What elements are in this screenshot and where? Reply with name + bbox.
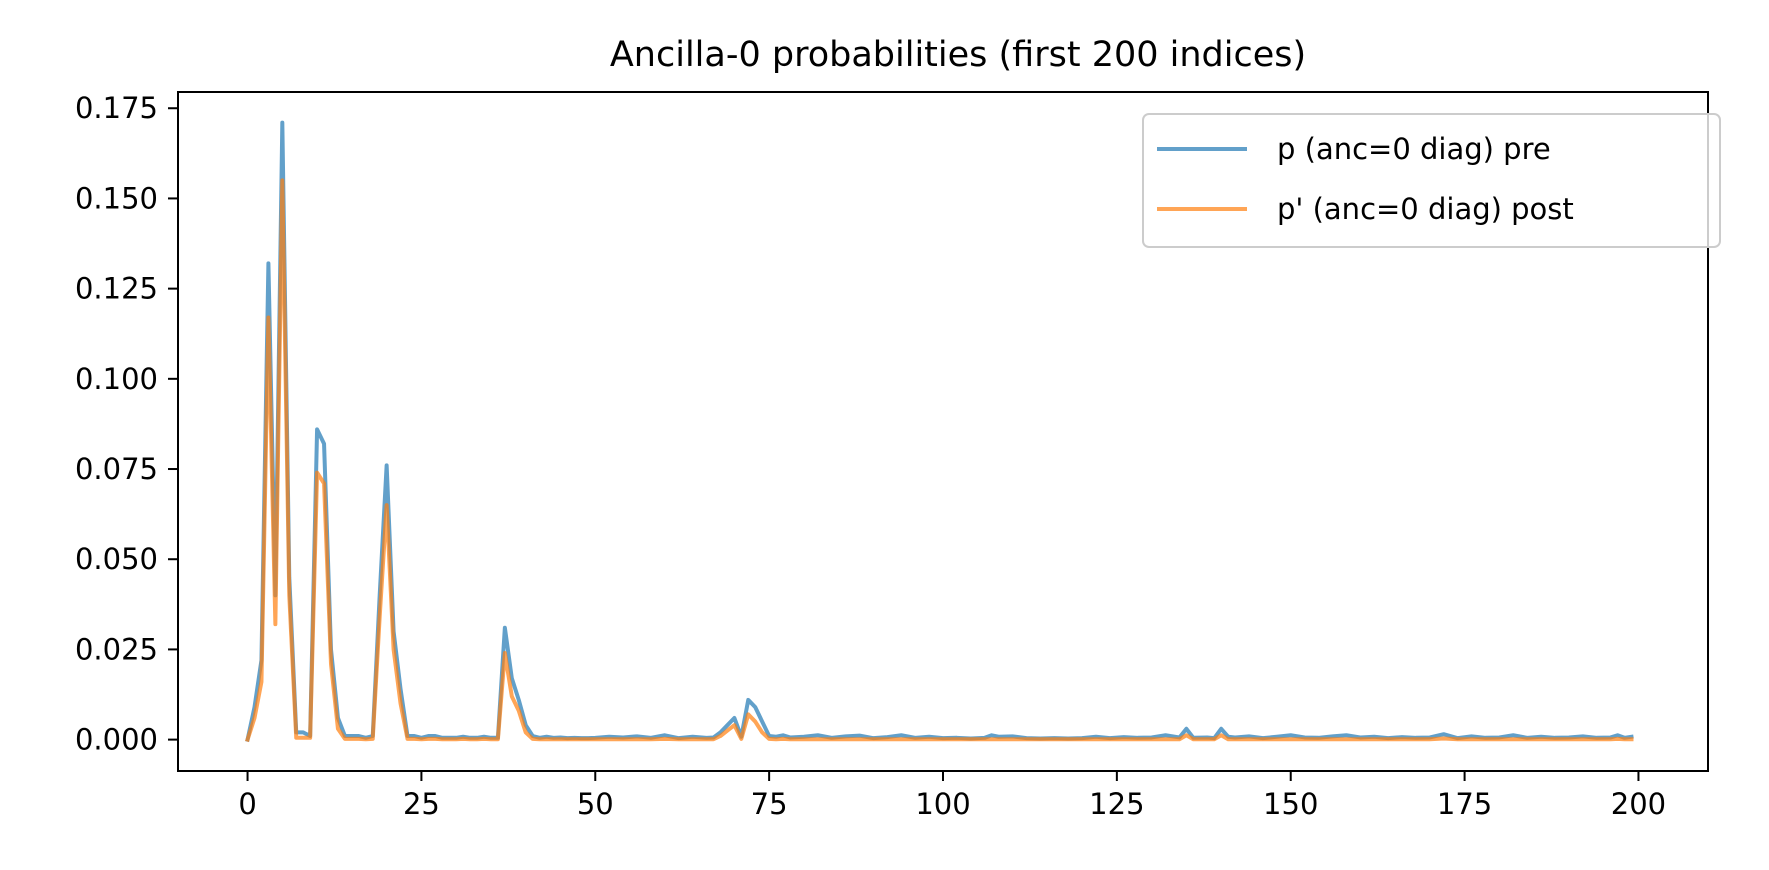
x-tick-label: 200 bbox=[1611, 787, 1666, 821]
y-tick-label: 0.125 bbox=[75, 272, 158, 306]
series-line-1 bbox=[245, 178, 1634, 743]
chart-title: Ancilla-0 probabilities (first 200 indic… bbox=[610, 35, 1306, 75]
x-tick-label: 125 bbox=[1089, 787, 1144, 821]
y-tick-label: 0.100 bbox=[75, 362, 158, 396]
legend-label-1: p' (anc=0 diag) post bbox=[1277, 192, 1574, 226]
x-tick-label: 75 bbox=[751, 787, 788, 821]
y-tick-label: 0.050 bbox=[75, 542, 158, 576]
x-tick-label: 175 bbox=[1437, 787, 1492, 821]
legend: p (anc=0 diag) pre p' (anc=0 diag) post bbox=[1142, 113, 1721, 248]
y-tick-label: 0.000 bbox=[75, 723, 158, 757]
x-tick-label: 50 bbox=[577, 787, 614, 821]
plot-area bbox=[245, 120, 1634, 743]
legend-label-0: p (anc=0 diag) pre bbox=[1277, 132, 1551, 166]
y-tick-label: 0.025 bbox=[75, 632, 158, 666]
y-tick-label: 0.175 bbox=[75, 91, 158, 125]
axes-frame bbox=[177, 91, 1709, 772]
x-tick-label: 25 bbox=[403, 787, 440, 821]
y-axis: 0.000 0.025 0.050 0.075 0.100 0.125 0.150 0.175 bbox=[75, 91, 178, 757]
y-tick-label: 0.150 bbox=[75, 181, 158, 215]
x-axis: 0 25 50 75 100 125 150 175 200 bbox=[238, 771, 1666, 821]
x-tick-label: 0 bbox=[238, 787, 256, 821]
x-tick-label: 100 bbox=[915, 787, 970, 821]
y-tick-label: 0.075 bbox=[75, 452, 158, 486]
x-tick-label: 150 bbox=[1263, 787, 1318, 821]
legend-box bbox=[1142, 113, 1721, 248]
